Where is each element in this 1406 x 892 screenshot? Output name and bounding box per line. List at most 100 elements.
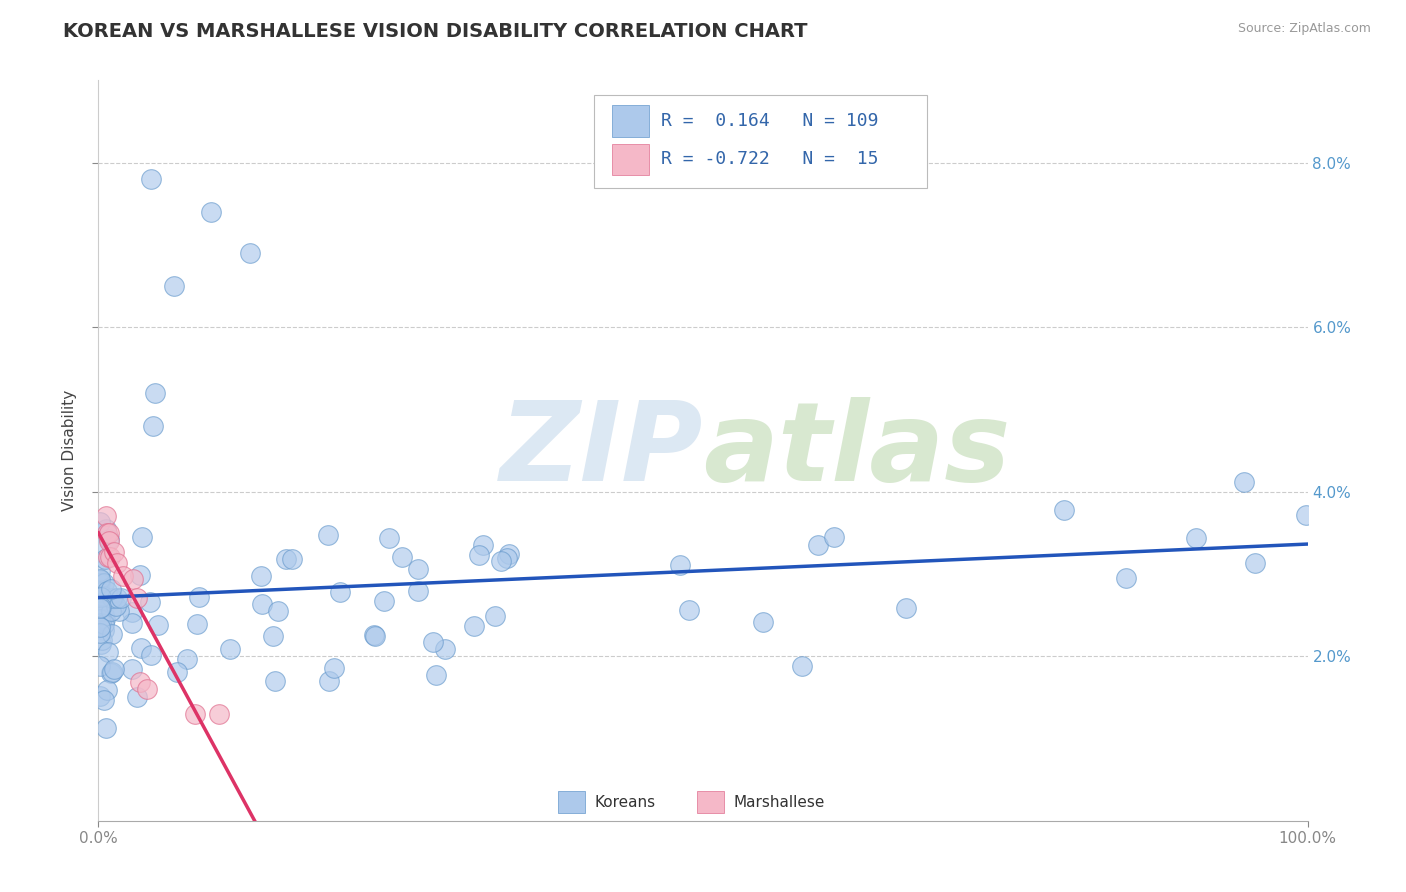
Point	[267, 604, 290, 618]
Point	[94, 552, 117, 566]
Point	[406, 584, 429, 599]
Point	[807, 539, 830, 553]
Bar	[613, 105, 648, 136]
Point	[94, 509, 117, 524]
Point	[91, 632, 114, 647]
Point	[97, 525, 120, 540]
FancyBboxPatch shape	[595, 95, 927, 187]
Point	[250, 568, 273, 582]
Point	[96, 683, 118, 698]
Point	[1233, 475, 1256, 489]
Point	[471, 538, 494, 552]
Point	[166, 665, 188, 679]
Point	[463, 619, 485, 633]
Point	[89, 515, 111, 529]
Point	[94, 523, 117, 537]
Point	[110, 591, 132, 605]
Point	[434, 642, 457, 657]
Point	[105, 557, 128, 571]
Point	[93, 616, 115, 631]
Point	[678, 602, 700, 616]
Point	[316, 528, 339, 542]
Point	[89, 620, 111, 634]
Point	[125, 690, 148, 704]
Point	[97, 532, 120, 546]
Point	[1243, 556, 1265, 570]
Point	[100, 665, 122, 679]
Y-axis label: Vision Disability: Vision Disability	[62, 390, 77, 511]
Point	[1185, 531, 1208, 545]
Point	[239, 246, 262, 260]
Point	[90, 637, 112, 651]
Point	[262, 629, 284, 643]
Point	[89, 573, 111, 587]
Point	[250, 597, 273, 611]
Point	[183, 706, 205, 721]
Point	[751, 615, 773, 629]
Point	[208, 706, 231, 721]
Point	[263, 674, 285, 689]
Point	[89, 576, 111, 591]
Bar	[613, 144, 648, 175]
Point	[101, 591, 124, 605]
Point	[89, 573, 111, 587]
Point	[129, 640, 152, 655]
Point	[823, 530, 845, 544]
Point	[101, 591, 124, 606]
Point	[406, 562, 429, 576]
Point	[121, 662, 143, 676]
Point	[129, 675, 152, 690]
Point	[489, 554, 512, 568]
Point	[125, 591, 148, 605]
Point	[364, 629, 387, 643]
Point	[90, 591, 112, 605]
Point	[498, 547, 520, 561]
Point	[146, 618, 169, 632]
Bar	[558, 791, 585, 814]
Point	[90, 613, 112, 627]
Point	[93, 692, 115, 706]
Point	[121, 615, 143, 630]
Point	[90, 600, 112, 615]
Point	[329, 584, 352, 599]
Point	[121, 606, 143, 620]
Point	[90, 616, 112, 631]
Point	[139, 595, 162, 609]
Point	[96, 721, 118, 735]
Point	[98, 550, 121, 565]
Point	[894, 601, 917, 615]
Point	[218, 641, 240, 656]
Point	[136, 681, 159, 696]
Point	[495, 551, 517, 566]
Point	[280, 552, 302, 566]
Point	[103, 662, 125, 676]
Point	[425, 668, 447, 682]
Point	[669, 558, 692, 572]
Text: R =  0.164   N = 109: R = 0.164 N = 109	[661, 112, 879, 130]
Text: atlas: atlas	[703, 397, 1011, 504]
Point	[89, 585, 111, 599]
Point	[89, 537, 111, 551]
Point	[89, 659, 111, 673]
Point	[93, 623, 115, 637]
Point	[89, 689, 111, 703]
Point	[323, 661, 346, 675]
Point	[186, 617, 208, 632]
Point	[139, 172, 162, 186]
Point	[143, 385, 166, 400]
Point	[97, 533, 120, 548]
Point	[89, 601, 111, 615]
Point	[96, 584, 118, 599]
Point	[391, 550, 413, 565]
Point	[163, 279, 186, 293]
Point	[121, 572, 143, 586]
Point	[141, 648, 163, 662]
Point	[792, 659, 814, 673]
Point	[89, 604, 111, 618]
Text: Source: ZipAtlas.com: Source: ZipAtlas.com	[1237, 22, 1371, 36]
Text: ZIP: ZIP	[499, 397, 703, 504]
Point	[100, 666, 122, 681]
Text: KOREAN VS MARSHALLESE VISION DISABILITY CORRELATION CHART: KOREAN VS MARSHALLESE VISION DISABILITY …	[63, 22, 808, 41]
Point	[89, 626, 111, 640]
Point	[142, 418, 165, 433]
